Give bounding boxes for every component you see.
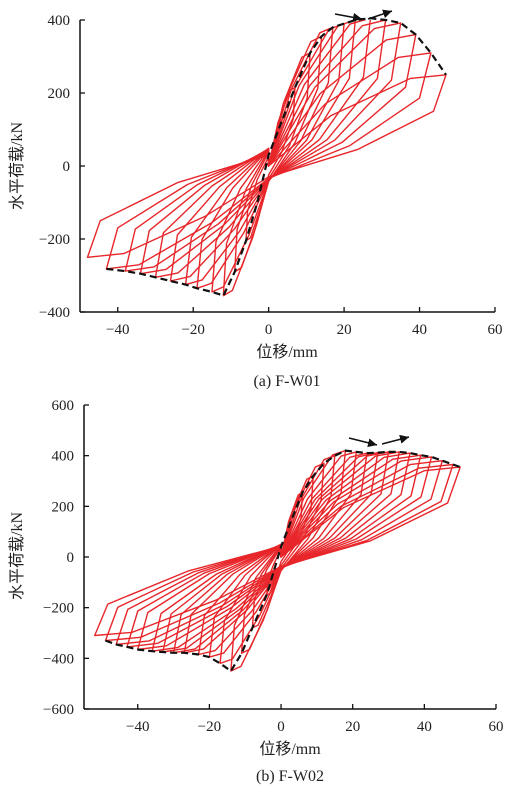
chart-b-loop-9	[172, 451, 390, 654]
chart-b-loop-16	[94, 466, 461, 637]
chart-b-loop-8	[183, 451, 379, 654]
chart-b-x-tick-label: 0	[277, 719, 285, 735]
chart-b-y-axis-label: 水平荷载/kN	[8, 512, 26, 600]
chart-a-y-tick-label: 200	[48, 86, 71, 102]
chart-a-x-tick-label: −20	[181, 322, 204, 338]
chart-a-y-axis-label: 水平荷载/kN	[8, 122, 26, 210]
chart-a-y-tick-label: 0	[63, 159, 71, 175]
chart-a-loop-7	[169, 20, 371, 282]
chart-b-skeleton-curve-group	[105, 449, 461, 673]
chart-a-hysteresis-loops	[86, 20, 447, 297]
chart-b-x-tick-label: −40	[126, 719, 149, 735]
chart-a-x-axis-label: 位移/mm	[256, 343, 318, 361]
chart-b-x-tick-label: −20	[198, 719, 221, 735]
chart-b-loop-12	[137, 454, 422, 651]
chart-b-loop-5	[219, 449, 347, 665]
chart-b-loop-14	[115, 460, 443, 646]
chart-b-arrows	[348, 434, 410, 448]
chart-a-x-tick-label: 40	[412, 322, 427, 338]
chart-b-y-tick-label: 400	[52, 449, 75, 465]
chart-b-y-tick-label: 200	[52, 499, 75, 515]
chart-b-x-tick-label: 60	[489, 719, 504, 735]
chart-b-arrow-2	[381, 434, 410, 445]
chart-a-loop-11	[105, 52, 432, 270]
chart-a-loop-10	[124, 33, 417, 272]
chart-b-x-axis-label: 位移/mm	[259, 740, 321, 758]
chart-b-y-tick-label: 0	[67, 550, 75, 566]
chart-a-y-tick-label: −400	[39, 305, 70, 321]
chart-b-y-tick-label: −600	[43, 702, 74, 718]
chart-b-y-tick-label: 600	[52, 398, 75, 414]
chart-b-arrow-1	[348, 437, 378, 448]
chart-a-skeleton-curve-group	[106, 17, 447, 297]
chart-a-loop-12	[86, 74, 447, 258]
chart-a-y-tick-label: −200	[39, 232, 70, 248]
chart-a-skeleton-curve	[106, 17, 447, 297]
chart-a-x-tick-label: −40	[106, 322, 129, 338]
chart-b-y-tick-label: −400	[43, 651, 74, 667]
chart-b-y-tick-label: −200	[43, 601, 74, 617]
chart-a-x-tick-label: 0	[265, 322, 273, 338]
chart-b-loop-11	[151, 452, 411, 652]
chart-a-arrows	[334, 9, 393, 22]
chart-a-loop-8	[154, 20, 387, 278]
chart-a-arrow-1	[334, 12, 363, 22]
chart-b-x-tick-label: 40	[417, 719, 432, 735]
chart-b-skeleton-curve	[105, 449, 461, 673]
chart-a-arrow-2	[367, 9, 393, 20]
chart-a-x-tick-label: 60	[488, 322, 503, 338]
chart-b-loop-15	[104, 463, 454, 642]
chart-a-y-tick-label: 400	[48, 13, 71, 29]
chart-b-loop-7	[197, 452, 368, 656]
chart-b-x-tick-label: 20	[345, 719, 360, 735]
chart-a-caption: (a) F-W01	[253, 373, 320, 390]
chart-b-hysteresis-loops	[94, 449, 461, 672]
chart-b-loop-13	[126, 456, 433, 648]
chart-b-caption: (b) F-W02	[256, 768, 324, 785]
chart-b-loop-10	[162, 451, 400, 653]
chart-a-x-tick-label: 20	[337, 322, 352, 338]
chart-a-loop-9	[139, 22, 402, 275]
